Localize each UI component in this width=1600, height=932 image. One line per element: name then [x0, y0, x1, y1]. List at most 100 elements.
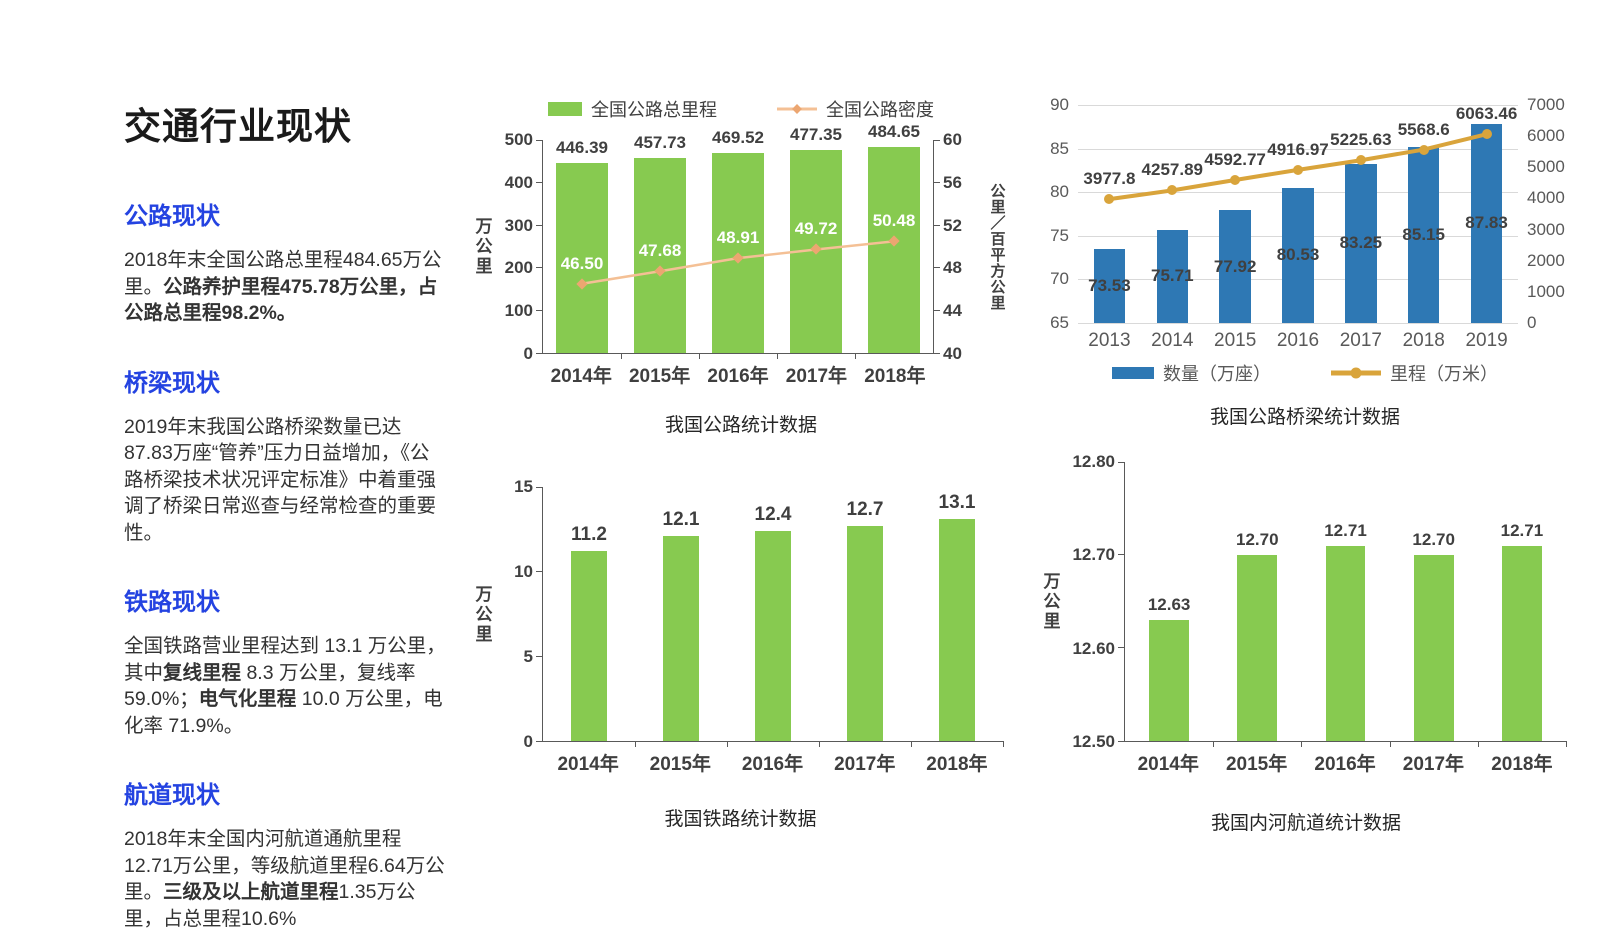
- bar-value-label: 12.70: [1236, 530, 1279, 549]
- page-title: 交通行业现状: [124, 106, 352, 147]
- axis-tick-mark: [536, 655, 542, 657]
- axis-tick-label: 40: [943, 344, 962, 363]
- axis-tick-label: 5: [523, 647, 533, 666]
- axis-tick-label: 1000: [1527, 281, 1565, 301]
- bar-value-label: 446.39: [556, 137, 608, 157]
- axis-tick-mark: [934, 352, 940, 354]
- axis-tick-label: 7000: [1527, 95, 1565, 114]
- section-paragraph: 2018年末全国公路总里程484.65万公里。公路养护里程475.78万公里，占…: [124, 247, 446, 327]
- x-category-label: 2014年: [550, 366, 612, 387]
- text-run-bold: 复线里程: [163, 661, 242, 684]
- bar: [1219, 210, 1251, 323]
- section-waterway: 航道现状 2018年末全国内河航道通航里程12.71万公里，等级航道里程6.64…: [124, 775, 446, 932]
- text-run-bold: 电气化里程: [198, 688, 297, 711]
- axis-tick-label: 12.60: [1072, 638, 1115, 658]
- bar-value-label: 457.73: [634, 133, 686, 152]
- axis-tick-label: 2000: [1527, 250, 1565, 270]
- axis-tick-mark: [934, 139, 940, 141]
- plot-area: 12.63 12.70 12.71 12.70 12.71: [1118, 461, 1567, 747]
- bar-value-label: 11.2: [571, 524, 607, 546]
- text-run: 8.3 万公里，复线率59.0%；: [124, 661, 416, 711]
- section-paragraph: 2019年末我国公路桥梁数量已达87.83万座“管养”压力日益增加，《公路桥梁技…: [124, 414, 446, 547]
- chart-bridge: 90 85 80 75 70 65 73.53 75.71 77.92 80.53 83.25 85…: [1036, 95, 1574, 429]
- chart-caption: 我国公路桥梁统计数据: [1209, 407, 1400, 428]
- axis-tick-mark: [934, 267, 940, 269]
- bar: [570, 551, 608, 741]
- line-marker: [1481, 129, 1492, 140]
- section-heading: 航道现状: [124, 782, 220, 810]
- x-category-label: 2016: [1276, 330, 1320, 351]
- x-axis-tick-mark: [1003, 741, 1004, 747]
- x-axis-tick-mark: [635, 741, 636, 747]
- axis-tick-mark: [1118, 740, 1124, 742]
- bar-value-label: 12.4: [754, 504, 792, 526]
- x-axis-tick-mark: [911, 741, 912, 747]
- legend: 数量（万座） 里程（万米）: [1036, 360, 1574, 386]
- x-category-label: 2017年: [785, 366, 848, 387]
- legend-label: 全国公路密度: [826, 100, 934, 120]
- legend-label: 里程（万米）: [1390, 364, 1498, 384]
- text-run: 10.0 万公里，电化率 71.9%。: [124, 688, 443, 737]
- bar: [556, 162, 608, 353]
- bar-value-label: 83.25: [1339, 233, 1383, 253]
- x-axis-labels: 2014年 2015年 2016年 2017年 2018年: [542, 742, 1003, 776]
- axis-tick-mark: [1118, 461, 1124, 463]
- line-value-label: 47.68: [638, 241, 682, 261]
- axis-tick-label: 6000: [1527, 126, 1565, 146]
- text-run: 2018年末全国公路总里程484.65万公里。: [124, 249, 442, 298]
- x-category-label: 2017年: [1402, 754, 1465, 775]
- axis-tick-mark: [1118, 647, 1124, 649]
- text-run: 2018年末全国内河航道通航里程12.71万公里，等级航道里程6.64万公里。: [124, 828, 445, 904]
- bar: [1325, 545, 1366, 741]
- axis-tick-label: 300: [504, 215, 533, 235]
- axis-tick-label: 70: [1050, 269, 1069, 289]
- line-value-label: 5568.6: [1397, 119, 1450, 139]
- line-marker: [1418, 144, 1429, 155]
- x-axis-labels: 2014年 2015年 2016年 2017年 2018年: [542, 354, 934, 388]
- x-axis-tick-mark: [777, 353, 778, 359]
- x-axis-labels: 2014年 2015年 2016年 2017年 2018年: [1124, 742, 1566, 776]
- left-axis-ticks: 500 400 300 200 100 0: [496, 130, 542, 363]
- bar: [1149, 620, 1189, 741]
- bar-value-label: 75.71: [1151, 266, 1194, 286]
- axis-tick-label: 200: [504, 258, 533, 278]
- chart-highway: 全国公路总里程 全国公路密度 万公里 500 400 300 200 100 0 446.…: [468, 96, 1014, 437]
- line-value-label: 49.72: [794, 219, 838, 239]
- line-marker: [1355, 155, 1366, 166]
- section-bridge: 桥梁现状 2019年末我国公路桥梁数量已达87.83万座“管养”压力日益增加，《…: [124, 363, 446, 547]
- bar-value-label: 12.1: [662, 509, 700, 531]
- bar-value-label: 477.35: [790, 124, 842, 144]
- axis-tick-mark: [536, 139, 542, 141]
- x-category-label: 2015年: [1225, 754, 1288, 775]
- line-value-label: 4257.89: [1141, 160, 1204, 180]
- axis-tick-label: 0: [523, 732, 533, 751]
- bar: [1093, 248, 1126, 323]
- section-paragraph: 全国铁路营业里程达到 13.1 万公里，其中复线里程 8.3 万公里，复线率59…: [124, 633, 446, 739]
- axis-tick-label: 5000: [1527, 157, 1565, 177]
- bar-value-label: 12.71: [1500, 520, 1544, 540]
- bar-swatch-icon: [1112, 367, 1154, 379]
- x-category-label: 2018: [1402, 330, 1445, 351]
- right-axis-ticks: 7000 6000 5000 4000 3000 2000 1000 0: [1518, 95, 1574, 332]
- bar-swatch-icon: [548, 102, 582, 116]
- section-railway: 铁路现状 全国铁路营业里程达到 13.1 万公里，其中复线里程 8.3 万公里，…: [124, 582, 446, 739]
- x-axis-tick-mark: [1213, 741, 1215, 747]
- x-axis-tick-mark: [1301, 741, 1303, 747]
- axis-tick-label: 65: [1050, 313, 1069, 332]
- x-axis-tick-mark: [855, 353, 856, 359]
- x-axis-tick-mark: [621, 353, 622, 359]
- bar-value-label: 80.53: [1276, 245, 1320, 265]
- bar-value-label: 469.52: [712, 127, 764, 147]
- x-category-label: 2018年: [864, 366, 926, 387]
- bar: [1413, 555, 1454, 741]
- bar-value-label: 12.70: [1412, 530, 1455, 549]
- axis-tick-mark: [1118, 554, 1124, 556]
- bar: [1156, 229, 1188, 323]
- axis-tick-mark: [934, 182, 940, 184]
- x-axis-tick-mark: [1389, 741, 1391, 747]
- section-highway: 公路现状 2018年末全国公路总里程484.65万公里。公路养护里程475.78…: [124, 196, 446, 327]
- x-category-label: 2013: [1088, 330, 1131, 351]
- left-axis-ticks: 90 85 80 75 70 65: [1036, 95, 1078, 332]
- axis-tick-label: 10: [514, 562, 533, 581]
- left-panel: 交通行业现状 公路现状 2018年末全国公路总里程484.65万公里。公路养护里…: [124, 96, 446, 932]
